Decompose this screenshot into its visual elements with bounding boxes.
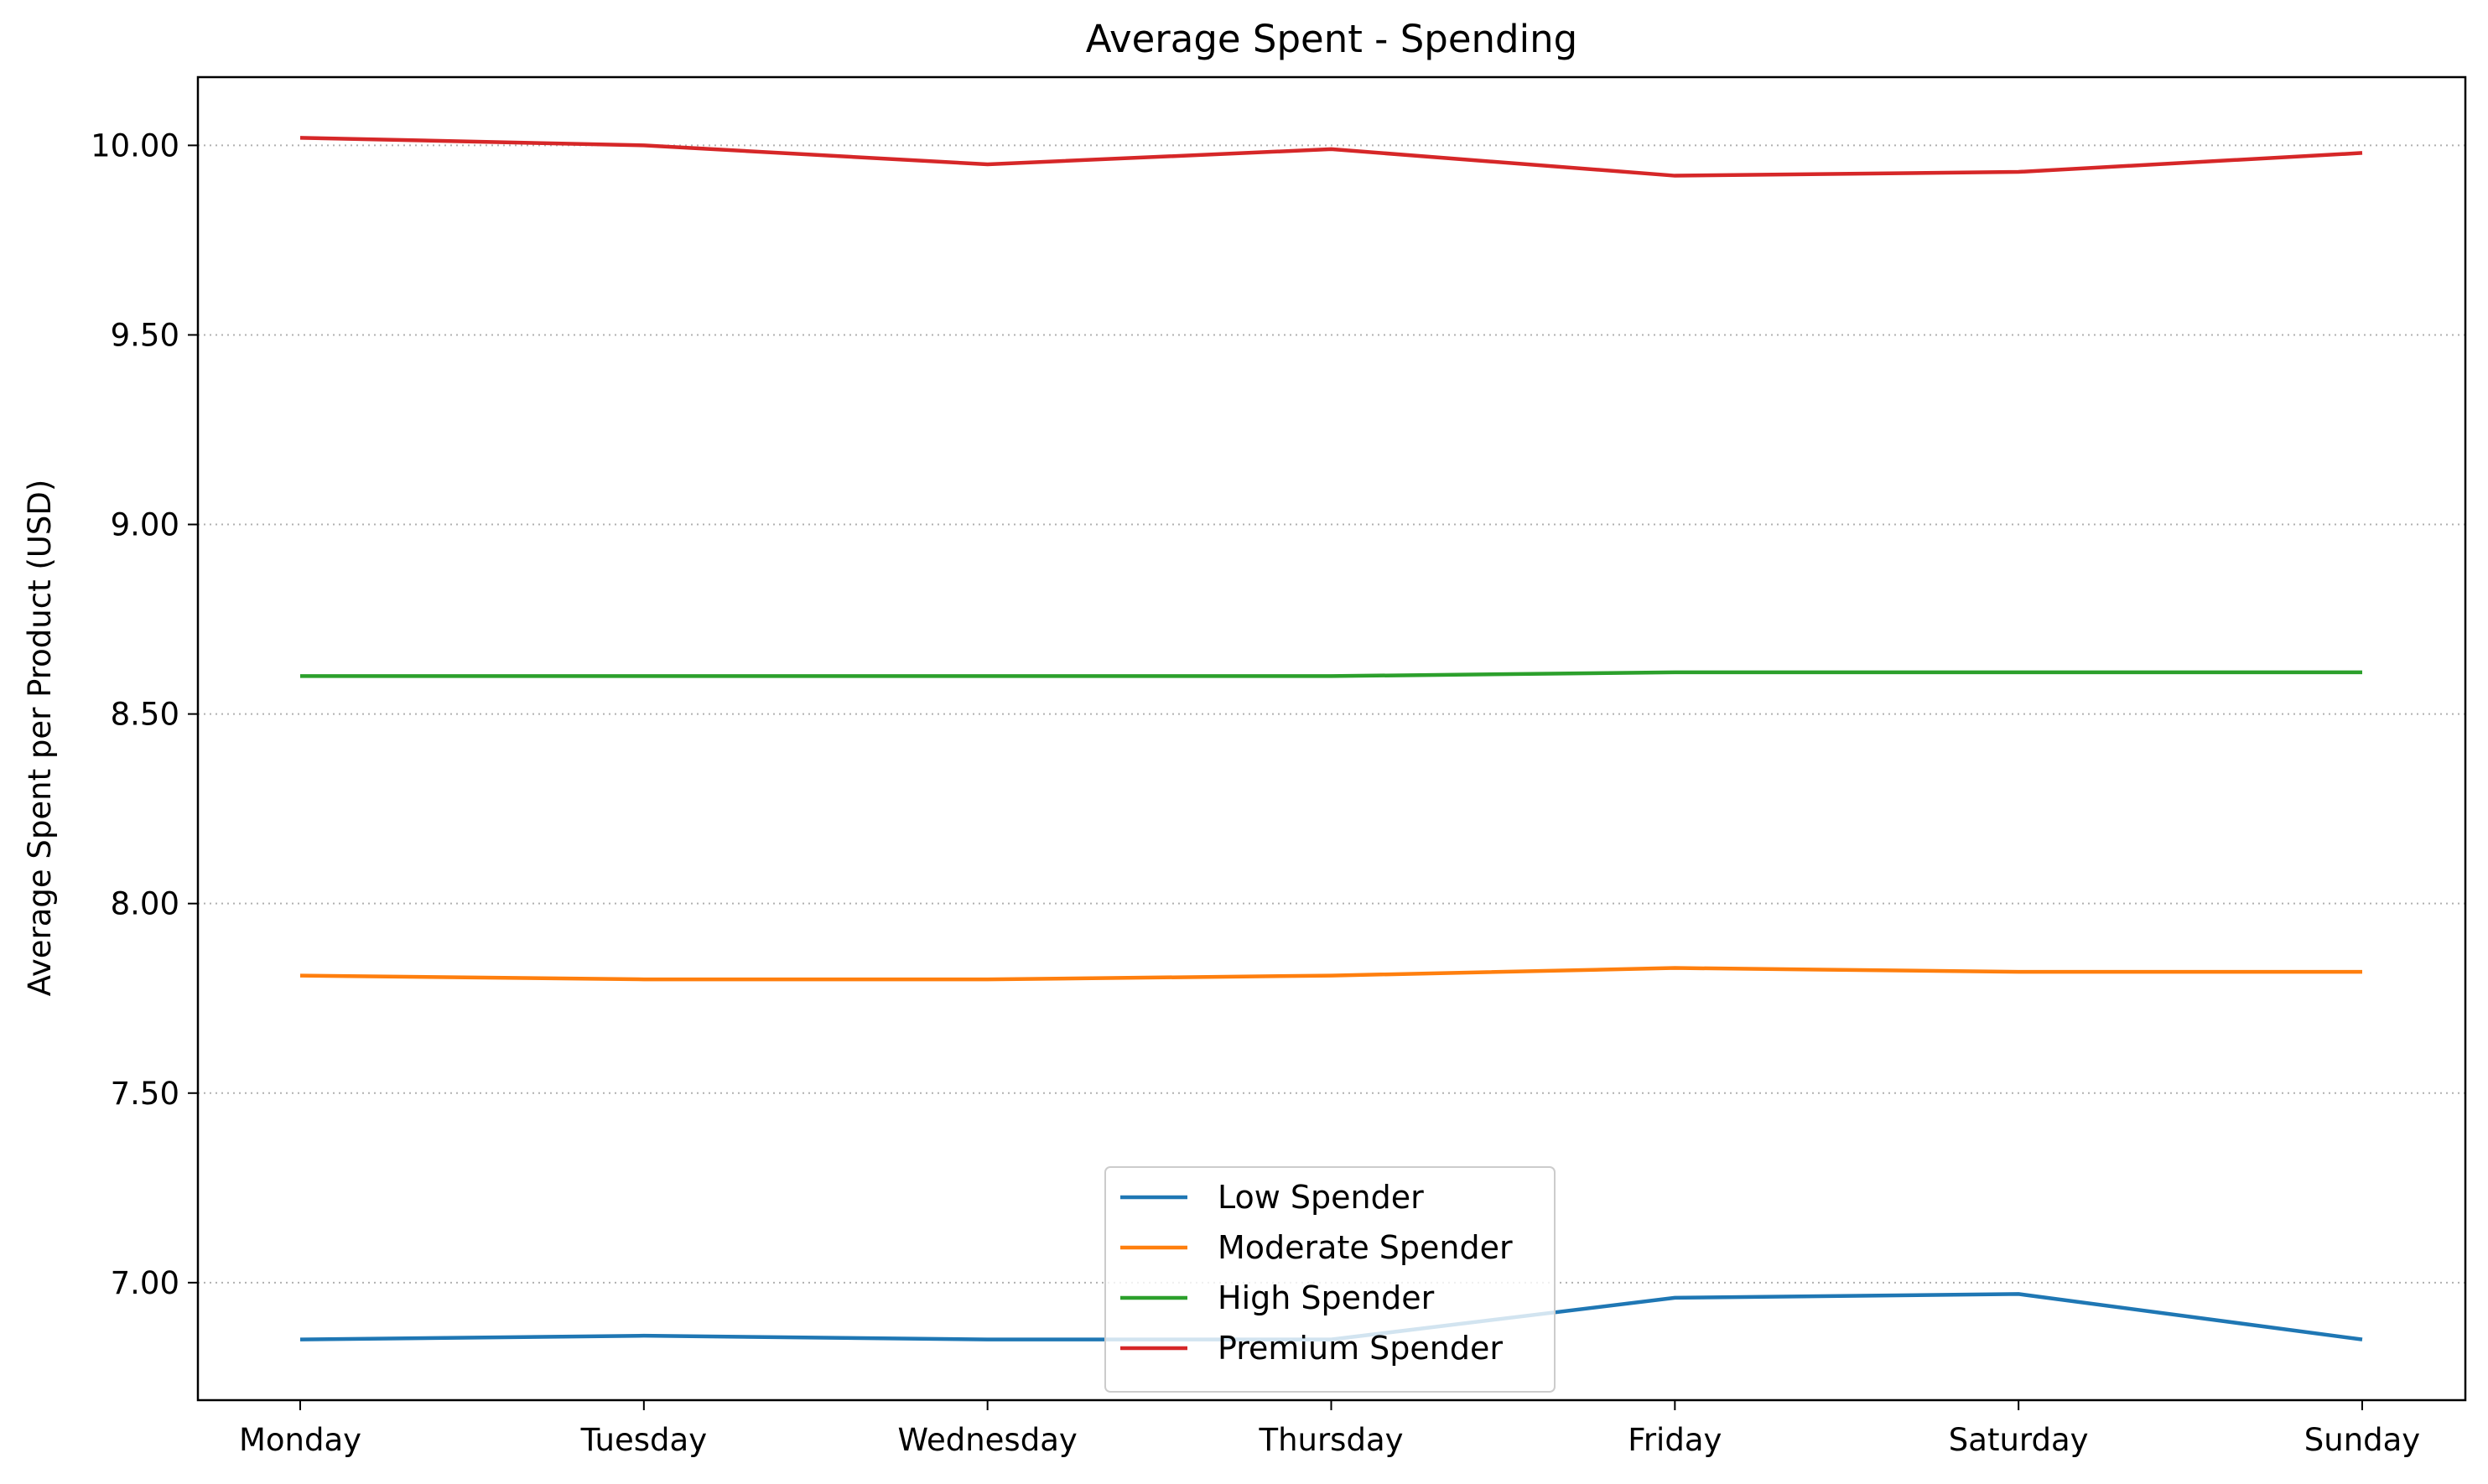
series-line-moderate-spender: [299, 966, 2362, 982]
plot-frame: [196, 75, 2467, 1402]
y-tick-label: 9.50: [111, 317, 179, 353]
legend-label: High Spender: [1218, 1279, 1435, 1316]
y-axis-label: Average Spent per Product (USD): [22, 480, 58, 997]
x-tick-label: Sunday: [2304, 1422, 2420, 1458]
series-line-high-spender: [300, 670, 2362, 678]
legend-box: [1104, 1166, 1556, 1393]
y-tick-label: 7.50: [111, 1076, 179, 1112]
x-tick-label: Thursday: [1258, 1422, 1403, 1458]
legend-label: Low Spender: [1218, 1179, 1424, 1216]
y-tick-label: 8.50: [111, 697, 179, 733]
axes: 7.00 7.50 8.00 8.50 9.00 9.50 10.00 Monday Tuesd…: [91, 75, 2467, 1458]
series-line-premium-spender: [299, 136, 2363, 178]
y-tick-label: 7.00: [111, 1265, 179, 1301]
x-tick-label: Tuesday: [580, 1422, 708, 1458]
legend-label: Premium Spender: [1218, 1330, 1503, 1367]
x-tick-label: Monday: [239, 1422, 361, 1458]
x-tick-label: Wednesday: [898, 1422, 1078, 1458]
x-tick-label: Friday: [1628, 1422, 1722, 1458]
legend: Low Spender Moderate Spender High Spender P…: [1104, 1166, 1556, 1393]
legend-label: Moderate Spender: [1218, 1229, 1513, 1266]
y-tick-label: 8.00: [111, 886, 179, 922]
x-tick-label: Saturday: [1949, 1422, 2089, 1458]
y-tick-label: 9.00: [111, 507, 179, 543]
y-tick-label: 10.00: [91, 127, 179, 163]
chart-title: Average Spent - Spending: [1086, 17, 1577, 61]
